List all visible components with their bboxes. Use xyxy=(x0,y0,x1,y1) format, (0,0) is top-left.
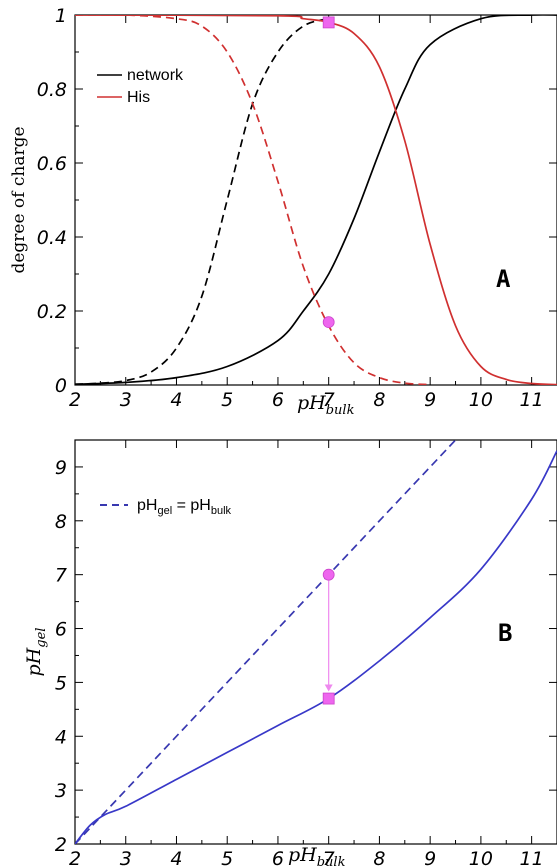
panel-a-letter: A xyxy=(496,265,511,293)
panel-a-x-tick-label: 5 xyxy=(221,389,233,411)
panel-a-x-tick-label: 4 xyxy=(170,389,182,411)
panel-b-x-axis-title: pHbulk xyxy=(288,844,346,868)
panel-b-frame xyxy=(74,439,557,845)
panel-b-x-tick-label: 2 xyxy=(69,848,81,868)
panel-a-x-tick-label: 7 xyxy=(323,389,335,411)
panel-a-x-tick-label: 2 xyxy=(69,389,81,411)
panel-a-y-tick-label: 0.4 xyxy=(37,227,67,249)
panel-a-y-tick-label: 0.2 xyxy=(37,301,67,323)
legend-label-his: His xyxy=(127,89,150,106)
panel-b-x-tick-label: 3 xyxy=(120,848,132,868)
panel-b-y-axis-title-main: pH xyxy=(23,647,45,676)
panel-a-series-line-2 xyxy=(75,15,557,385)
panel-a-x-tick-label: 9 xyxy=(424,389,436,411)
panel-b-circle-marker xyxy=(322,568,335,581)
panel-b-x-tick-label: 8 xyxy=(373,848,385,868)
legend-label-identity: pHgel = pHbulk xyxy=(137,497,232,517)
panel-b-y-tick-label: 5 xyxy=(55,672,67,694)
panel-a-circle-marker xyxy=(322,316,335,329)
panel-b-series-line-1 xyxy=(75,450,557,844)
panel-b-y-tick-label: 7 xyxy=(55,565,67,587)
panel-b-x-axis-title-main: pH xyxy=(288,844,317,866)
legend-label-identity-ph1: pH xyxy=(137,497,157,514)
shift-arrow-head xyxy=(324,684,333,692)
panel-b-x-tick-label: 4 xyxy=(170,848,182,868)
panel-b-series-line-0 xyxy=(75,440,457,844)
panel-b-y-tick-label: 6 xyxy=(55,619,67,641)
panel-a-x-axis-title: pHbulk xyxy=(297,392,355,418)
panel-b-x-axis-title-sub: bulk xyxy=(317,855,346,868)
legend-label-identity-sub1: gel xyxy=(157,505,172,517)
panel-a-y-axis-title: degree of charge xyxy=(9,126,29,273)
panel-a-series-line-1 xyxy=(75,17,329,385)
panel-b-x-tick-label: 11 xyxy=(520,848,544,868)
panel-b-x-tick-label: 9 xyxy=(424,848,436,868)
panel-b-y-tick-label: 9 xyxy=(55,457,67,479)
panel-b-y-tick-label: 3 xyxy=(55,780,67,802)
panel-a-series-line-3 xyxy=(75,15,431,385)
panel-a-x-tick-label: 6 xyxy=(272,389,284,411)
panel-a-legend: network His xyxy=(97,67,184,106)
panel-a-y-tick-label: 1 xyxy=(55,5,67,27)
legend-label-identity-mid: = pH xyxy=(172,497,211,514)
panel-a-square-marker xyxy=(322,16,335,29)
panel-b-y-tick-label: 2 xyxy=(55,834,67,856)
panel-a-y-tick-label: 0 xyxy=(55,375,67,397)
panel-b-x-tick-label: 6 xyxy=(272,848,284,868)
panel-a-y-tick-label: 0.8 xyxy=(37,79,67,101)
panel-b-y-tick-label: 4 xyxy=(55,726,67,748)
panel-a-y-tick-label: 0.6 xyxy=(37,153,67,175)
panel-b-letter: B xyxy=(498,619,512,647)
panel-b-y-tick-label: 8 xyxy=(55,511,67,533)
panel-a-x-tick-label: 10 xyxy=(469,389,493,411)
panel-b-y-axis-title: pHgel xyxy=(23,628,49,677)
panel-a-x-axis-title-sub: bulk xyxy=(326,403,355,418)
panel-a: 2 3 4 5 6 7 8 9 10 11 0 0.2 0.4 0.6 0.8 1 network His A… xyxy=(9,5,557,418)
panel-a-x-tick-label: 3 xyxy=(120,389,132,411)
panel-b-square-marker xyxy=(322,692,335,705)
panel-a-x-axis-title-main: pH xyxy=(297,392,326,414)
panel-a-x-tick-label: 8 xyxy=(373,389,385,411)
legend-label-network: network xyxy=(127,67,184,84)
legend-label-identity-sub2: bulk xyxy=(211,505,232,517)
panel-b-x-tick-label: 10 xyxy=(469,848,493,868)
panel-a-series-line-0 xyxy=(75,15,557,385)
panel-b-legend: pHgel = pHbulk xyxy=(100,497,232,517)
panel-b-x-tick-label: 7 xyxy=(323,848,335,868)
panel-b-x-tick-label: 5 xyxy=(221,848,233,868)
panel-b-y-axis-title-sub: gel xyxy=(34,628,49,648)
panel-a-x-tick-label: 11 xyxy=(520,389,544,411)
